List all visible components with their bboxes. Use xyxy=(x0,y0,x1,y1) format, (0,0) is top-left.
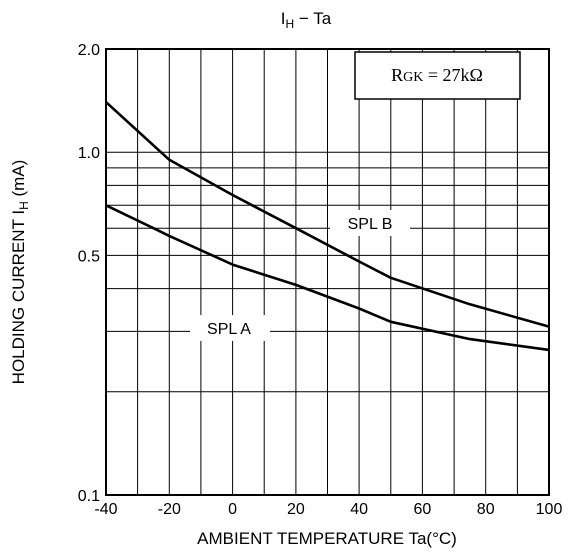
spl-a-label: SPL A xyxy=(207,321,251,338)
x-tick-labels: -40 -20 0 20 40 60 80 100 xyxy=(94,501,562,518)
x-tick-label: 40 xyxy=(350,501,368,518)
annotation-subscript: GK xyxy=(403,70,423,85)
spl-b-label: SPL B xyxy=(348,216,393,233)
annotation-main: R xyxy=(391,65,403,85)
x-tick-label: -40 xyxy=(94,501,117,518)
series-line-spl-b xyxy=(105,101,550,328)
x-tick-label: 20 xyxy=(287,501,305,518)
title-subscript: H xyxy=(286,17,295,31)
rgk-annotation-box: RGK = 27kΩ xyxy=(354,51,521,100)
x-tick-label: 80 xyxy=(477,501,495,518)
x-tick-label: 0 xyxy=(228,501,237,518)
ylabel-main: HOLDING CURRENT I xyxy=(9,210,28,384)
title-main: I xyxy=(281,9,286,28)
x-tick-label: 60 xyxy=(414,501,432,518)
y-tick-labels: 0.1 0.5 1.0 2.0 xyxy=(78,42,100,505)
svg-text:IH − Ta: IH − Ta xyxy=(281,9,332,31)
series-label-spl-b: SPL B xyxy=(330,210,410,236)
y-tick-label: 0.5 xyxy=(78,248,100,265)
y-tick-label: 2.0 xyxy=(78,42,100,59)
svg-text:RGK = 27kΩ: RGK = 27kΩ xyxy=(391,65,483,85)
annotation-rest: = 27kΩ xyxy=(423,65,483,85)
title-rest: − Ta xyxy=(294,9,332,28)
y-tick-label: 1.0 xyxy=(78,145,100,162)
svg-text:HOLDING CURRENT IH (mA): HOLDING CURRENT IH (mA) xyxy=(9,160,31,385)
grid xyxy=(105,48,550,496)
y-tick-label: 0.1 xyxy=(78,488,100,505)
series-line-spl-a xyxy=(105,204,550,352)
y-axis-label: HOLDING CURRENT IH (mA) xyxy=(9,160,31,385)
data-series xyxy=(105,101,550,352)
chart-title: IH − Ta xyxy=(281,9,332,31)
x-tick-label: -20 xyxy=(158,501,181,518)
x-axis-label: AMBIENT TEMPERATURE Ta(°C) xyxy=(197,529,457,548)
ylabel-unit: (mA) xyxy=(9,160,28,202)
series-label-spl-a: SPL A xyxy=(190,315,270,341)
x-tick-label: 100 xyxy=(536,501,563,518)
plot-frame xyxy=(105,48,550,496)
ylabel-subscript: H xyxy=(17,201,31,210)
